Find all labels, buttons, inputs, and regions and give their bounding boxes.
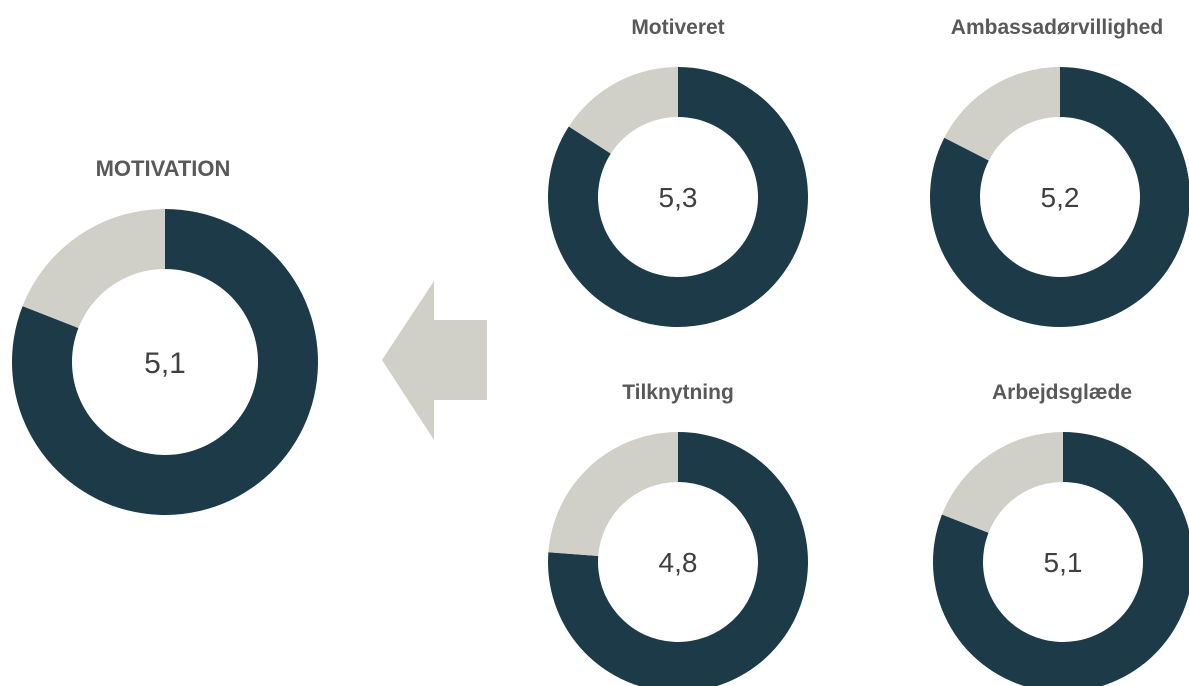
- donut-slice-score: [12, 209, 319, 515]
- donut-arbejdsglaede: Arbejdsglæde 5,1: [933, 381, 1189, 686]
- donut-slice-remainder: [568, 67, 678, 154]
- donut-slice-score: [548, 67, 808, 327]
- donut-slice-remainder: [22, 209, 165, 329]
- left-arrow-icon: [382, 281, 487, 440]
- donut-slice-remainder: [941, 432, 1063, 533]
- donut-value-label: 5,1: [1044, 547, 1083, 578]
- donut-value-label: 5,2: [1041, 182, 1080, 213]
- donut-value-label: 5,1: [144, 347, 186, 380]
- donut-slice-score: [933, 432, 1189, 686]
- donut-title: Ambassadørvillighed: [951, 16, 1163, 39]
- donut-value-label: 5,3: [659, 182, 698, 213]
- donut-tilknytning: Tilknytning 4,8: [548, 381, 808, 686]
- donut-title: MOTIVATION: [96, 156, 231, 181]
- donut-ambassadorvillighed: Ambassadørvillighed 5,2: [930, 16, 1189, 327]
- donut-value-label: 4,8: [659, 547, 698, 578]
- donut-motiveret: Motiveret 5,3: [548, 16, 808, 327]
- donut-motivation: MOTIVATION 5,1: [12, 156, 319, 515]
- donut-slice-remainder: [944, 67, 1060, 161]
- donut-slice-score: [548, 432, 808, 686]
- donut-title: Motiveret: [631, 16, 724, 39]
- donut-title: Tilknytning: [622, 381, 734, 404]
- donut-slice-remainder: [548, 432, 678, 557]
- donut-slice-score: [930, 67, 1189, 327]
- donut-title: Arbejdsglæde: [992, 381, 1132, 404]
